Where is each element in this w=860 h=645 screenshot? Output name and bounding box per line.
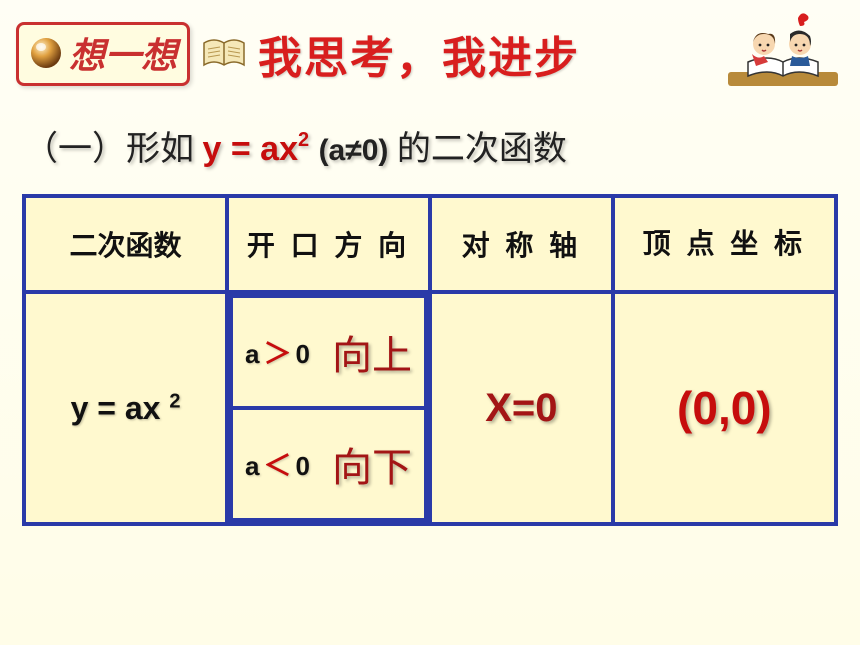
slide-title: 我思考，我进步 xyxy=(258,22,716,86)
section-subtitle: （一）形如 y = ax2 (a≠0) 的二次函数 xyxy=(0,103,860,188)
table-header-row: 二次函数 开 口 方 向 对 称 轴 顶 点 坐 标 xyxy=(24,196,836,292)
subtitle-prefix: （一）形如 xyxy=(24,131,194,168)
subtitle-suffix: 的二次函数 xyxy=(397,131,567,168)
header-function: 二次函数 xyxy=(24,196,227,292)
table-row: y = ax 2 a＞0 向上 xyxy=(24,292,836,524)
book-icon xyxy=(202,37,246,71)
sphere-icon xyxy=(29,36,63,70)
case-direction: 向下 xyxy=(332,435,412,493)
header-vertex: 顶 点 坐 标 xyxy=(613,196,836,292)
properties-table: 二次函数 开 口 方 向 对 称 轴 顶 点 坐 标 y = ax 2 a＞0 xyxy=(22,194,838,526)
kids-reading-icon xyxy=(728,12,838,95)
properties-table-wrap: 二次函数 开 口 方 向 对 称 轴 顶 点 坐 标 y = ax 2 a＞0 xyxy=(22,194,838,526)
case-condition: a＜0 xyxy=(245,444,310,484)
subtitle-formula: y = ax2 xyxy=(203,130,319,168)
think-badge: 想一想 xyxy=(16,22,190,86)
opening-cases-cell: a＞0 向上 a＜0 向下 xyxy=(227,292,430,524)
subtitle-condition: (a≠0) xyxy=(319,134,389,167)
case-row-negative: a＜0 向下 xyxy=(231,408,426,520)
case-direction: 向上 xyxy=(332,323,412,381)
vertex-cell: (0,0) xyxy=(613,292,836,524)
header-axis: 对 称 轴 xyxy=(430,196,613,292)
slide-header: 想一想 我思考，我进步 xyxy=(0,0,860,103)
case-condition: a＞0 xyxy=(245,332,310,372)
axis-cell: X=0 xyxy=(430,292,613,524)
function-cell: y = ax 2 xyxy=(24,292,227,524)
header-opening: 开 口 方 向 xyxy=(227,196,430,292)
badge-label: 想一想 xyxy=(69,27,177,79)
case-row-positive: a＞0 向上 xyxy=(231,296,426,408)
cases-inner-table: a＞0 向上 a＜0 向下 xyxy=(229,294,428,522)
